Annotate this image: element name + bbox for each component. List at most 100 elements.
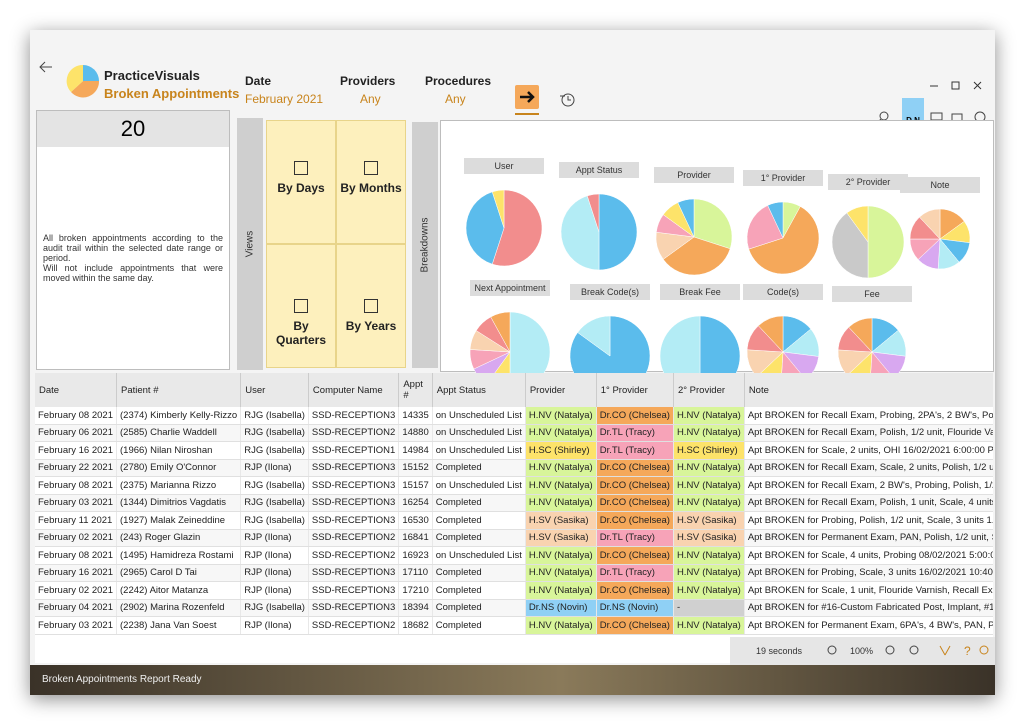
filter-value: Any [360,92,381,106]
table-cell: SSD-RECEPTION3 [308,459,400,477]
views-strip: Views [237,118,263,370]
table-cell: 17210 [398,581,433,600]
table-cell: Apt BROKEN for Probing, Polish, 1/2 unit… [744,511,993,530]
view-button[interactable]: By Years [336,244,406,368]
table-cell: on Unscheduled List [432,476,526,495]
table-cell: SSD-RECEPTION3 [308,564,400,582]
column-header: User [240,373,309,407]
view-label: By Months [340,181,402,195]
table-cell: Apt BROKEN for Recall Exam, 2 BW's, Prob… [744,476,993,495]
table-cell: 18682 [398,616,433,635]
table-row: February 03 2021 (1344) Dimitrios Vagdati… [35,494,993,512]
table-cell: RJP (Ilona) [240,581,309,600]
table-cell: H.NV (Natalya) [673,494,745,512]
table-cell: H.NV (Natalya) [525,581,597,600]
table-cell: Dr.TL (Tracy) [596,564,674,582]
pie-title: Provider [654,167,734,183]
pie-title: 2° Provider [828,174,908,190]
column-header: 2° Provider [673,373,745,407]
table-row: February 16 2021 (2965) Carol D Tai RJP (I… [35,564,993,582]
column-header: Date [35,373,117,407]
view-icon [294,299,308,313]
table-cell: Completed [432,581,526,600]
table-row: February 02 2021 (2242) Aitor Matanza RJP … [35,581,993,600]
table-row: February 08 2021 (1495) Hamidreza Rostami… [35,546,993,565]
table-row: February 08 2021 (2375) Marianna Rizzo RJG… [35,476,993,495]
view-button[interactable]: By Quarters [266,244,336,368]
table-cell: 15152 [398,459,433,477]
report-name: Broken Appointments [104,86,240,101]
window-controls[interactable] [925,80,987,92]
table-cell: Dr.TL (Tracy) [596,424,674,442]
table-cell: Completed [432,564,526,582]
pie-charts: User Appt Status Provider 1° Provider 2° Pro… [464,158,980,375]
table-cell: Dr.CO (Chelsea) [596,459,674,477]
table-cell: Completed [432,459,526,477]
table-cell: SSD-RECEPTION3 [308,494,400,512]
filter-label: Date [245,74,272,88]
table-cell: RJG (Isabella) [240,476,309,495]
table-cell: (2242) Aitor Matanza [116,581,242,600]
table-cell: on Unscheduled List [432,424,526,442]
pie-title: User [464,158,544,174]
table-cell: Dr.TL (Tracy) [596,529,674,547]
run-button[interactable] [515,85,539,109]
back-arrow[interactable] [38,60,54,74]
pie-slice [491,189,543,267]
table-cell: H.NV (Natalya) [525,616,597,635]
table-cell: February 22 2021 [35,459,117,477]
table-cell: 17110 [398,564,433,582]
table-cell: 15157 [398,476,433,495]
table-cell: H.NV (Natalya) [525,564,597,582]
table-cell: Apt BROKEN for #16-Custom Fabricated Pos… [744,599,993,617]
pie-title: Break Fee [660,284,740,300]
table-cell: Dr.CO (Chelsea) [596,407,674,425]
filter-value: February 2021 [245,92,324,106]
pie-slice [693,198,733,250]
data-table: Date Patient # User Computer Name Appt # Appt… [35,373,993,635]
pie-slice [598,193,638,271]
table-cell: Dr.CO (Chelsea) [596,494,674,512]
table-cell: H.NV (Natalya) [525,546,597,565]
pie-slice [659,315,701,375]
table-cell: H.NV (Natalya) [525,407,597,425]
table-cell: - [673,599,745,617]
view-icon [364,299,378,313]
app-window: PracticeVisuals Broken Appointments Date… [30,30,995,695]
pie-slice [782,351,819,375]
zoom-bar: 19 seconds 100% ? [730,637,995,665]
pie-slice [748,206,820,275]
pie-slice [586,193,600,233]
pie-title-box: Provider [654,167,734,183]
pie-title-box: User [464,158,544,174]
zoom-icons[interactable]: ? [820,643,990,659]
table-cell: Dr.TL (Tracy) [596,441,674,460]
table-cell: February 16 2021 [35,441,117,460]
elapsed: 19 seconds [756,646,803,656]
table-cell: H.SC (Shirley) [525,441,597,460]
view-button[interactable]: By Days [266,120,336,244]
table-cell: RJG (Isabella) [240,599,309,617]
table-cell: Apt BROKEN for Scale, 1 unit, Flouride V… [744,581,993,600]
view-button[interactable]: By Months [336,120,406,244]
table-cell: 16254 [398,494,433,512]
table-cell: RJP (Ilona) [240,529,309,547]
table-cell: RJP (Ilona) [240,616,309,635]
table-cell: H.NV (Natalya) [673,546,745,565]
table-row: February 02 2021 (243) Roger Glazin RJP (I… [35,529,993,547]
table-cell: Apt BROKEN for Recall Exam, Polish, 1/2 … [744,424,993,442]
table-row: February 16 2021 (1966) Nilan Niroshan RJG… [35,441,993,460]
table-cell: SSD-RECEPTION3 [308,476,400,495]
pie-slice [699,315,741,375]
history-icon[interactable] [558,90,576,108]
table-cell: SSD-RECEPTION2 [308,546,400,565]
table-cell: H.NV (Natalya) [673,476,745,495]
table-cell: (1344) Dimitrios Vagdatis [116,494,242,512]
pie-slice [848,317,873,353]
pie-title-box: Break Fee [660,284,740,300]
table-cell: SSD-RECEPTION2 [308,616,400,635]
count: 20 [37,111,229,147]
table-cell: February 08 2021 [35,476,117,495]
table-cell: Dr.NS (Novin) [525,599,597,617]
